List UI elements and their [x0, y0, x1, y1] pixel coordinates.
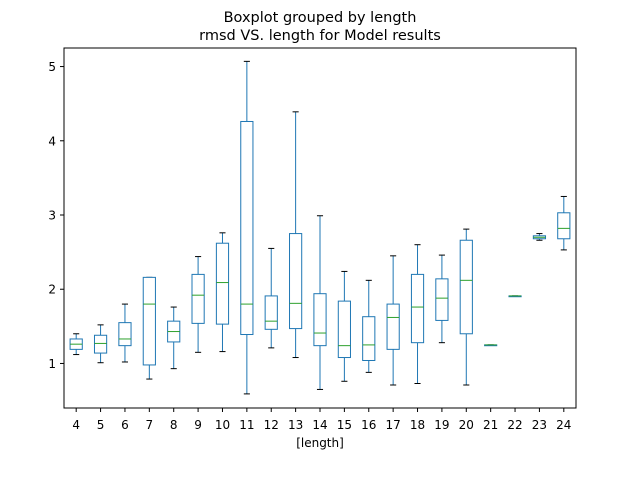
x-tick-label: 23 — [532, 418, 547, 432]
x-tick-label: 11 — [239, 418, 254, 432]
box-group-16 — [362, 279, 376, 373]
x-tick-label: 24 — [556, 418, 571, 432]
chart-title: Boxplot grouped by length — [224, 10, 417, 26]
box — [362, 316, 376, 361]
box-group-18 — [410, 244, 425, 385]
box — [142, 276, 156, 366]
box-group-24 — [557, 195, 571, 251]
x-tick-label: 18 — [410, 418, 425, 432]
box-group-8 — [167, 306, 181, 370]
box — [118, 322, 132, 347]
box-group-11 — [240, 60, 254, 395]
box-group-7 — [142, 276, 156, 380]
box-group-23 — [532, 233, 547, 241]
x-tick-label: 7 — [146, 418, 154, 432]
plot-marks — [69, 60, 571, 395]
x-tick-label: 9 — [194, 418, 202, 432]
x-tick-label: 22 — [507, 418, 522, 432]
x-axis-label: [length] — [296, 436, 344, 450]
box — [337, 300, 351, 359]
box — [557, 212, 571, 240]
box — [386, 303, 400, 350]
x-tick-label: 17 — [386, 418, 401, 432]
x-tick-label: 13 — [288, 418, 303, 432]
box-group-9 — [191, 256, 205, 353]
x-tick-label: 12 — [264, 418, 279, 432]
x-tick-label: 14 — [312, 418, 327, 432]
x-tick-label: 15 — [337, 418, 352, 432]
box-group-19 — [435, 254, 449, 344]
y-tick-label: 1 — [48, 357, 56, 371]
box — [215, 242, 230, 325]
y-tick-label: 4 — [48, 134, 56, 148]
box-group-10 — [215, 232, 230, 353]
y-tick-label: 5 — [48, 60, 56, 74]
box-group-12 — [264, 247, 278, 349]
box — [240, 120, 254, 336]
box — [289, 233, 303, 330]
x-tick-label: 8 — [170, 418, 178, 432]
x-tick-label: 5 — [97, 418, 105, 432]
x-tick-label: 10 — [215, 418, 230, 432]
box — [459, 239, 473, 335]
box — [93, 334, 108, 354]
x-axis: 4 5 6 7 8 9 10 11 12 13 14 15 16 17 18 19 20 21 22 23 24 — [72, 408, 571, 432]
box-group-17 — [386, 255, 400, 386]
x-tick-label: 4 — [72, 418, 80, 432]
box-group-6 — [118, 303, 132, 363]
box — [191, 273, 205, 324]
box-group-20 — [459, 228, 473, 386]
box-group-13 — [289, 111, 303, 359]
chart-subtitle: rmsd VS. length for Model results — [199, 28, 441, 44]
box — [264, 295, 278, 330]
box — [410, 273, 425, 344]
y-axis: 1 2 3 4 5 — [48, 60, 64, 371]
box-group-15 — [337, 270, 351, 382]
box-group-5 — [93, 324, 108, 364]
box — [435, 278, 449, 321]
y-tick-label: 2 — [48, 283, 56, 297]
box — [313, 293, 327, 347]
x-tick-label: 16 — [361, 418, 376, 432]
box-group-14 — [313, 215, 327, 390]
box-group-4 — [69, 333, 83, 356]
x-tick-label: 6 — [121, 418, 129, 432]
x-tick-label: 20 — [459, 418, 474, 432]
x-tick-label: 19 — [434, 418, 449, 432]
box-group-21 — [484, 344, 498, 347]
y-tick-label: 3 — [48, 209, 56, 223]
x-tick-label: 21 — [483, 418, 498, 432]
box-group-22 — [508, 295, 522, 298]
